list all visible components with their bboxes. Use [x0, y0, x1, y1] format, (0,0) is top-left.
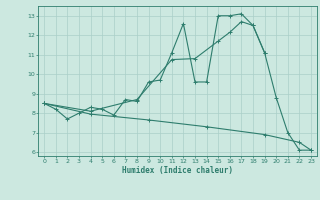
- X-axis label: Humidex (Indice chaleur): Humidex (Indice chaleur): [122, 166, 233, 175]
